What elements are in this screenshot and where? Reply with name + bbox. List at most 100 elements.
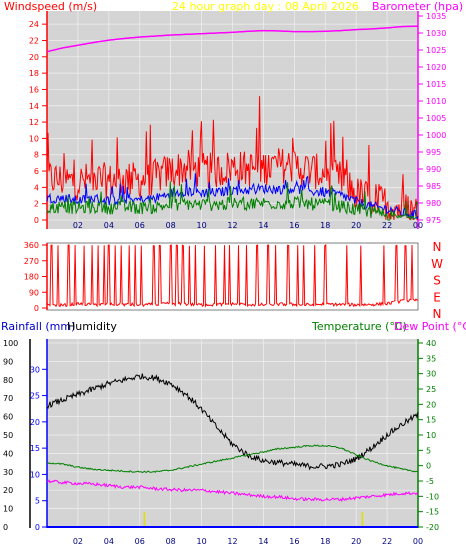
barometer-axis-label: Barometer (hpa) — [372, 0, 463, 13]
p1-time-tick-label: 22 — [382, 221, 392, 230]
windspeed-tick-label: 22 — [29, 36, 39, 45]
direction-tick-label: 90 — [29, 288, 39, 297]
p3-time-tick-label: 08 — [166, 537, 176, 546]
compass-label: N — [433, 240, 442, 254]
windspeed-axis-label: Windspeed (m/s) — [4, 0, 97, 13]
direction-tick-label: 360 — [24, 241, 39, 250]
temperature-tick-label: -20 — [426, 523, 439, 532]
p1-time-tick-label: 06 — [135, 221, 145, 230]
p3-time-tick-label: 22 — [382, 537, 392, 546]
p3-time-tick-label: 00 — [413, 537, 423, 546]
p1-time-tick-label: 16 — [289, 221, 299, 230]
windspeed-tick-label: 14 — [29, 102, 39, 111]
rainfall-tick-label: 20 — [30, 418, 40, 427]
humidity-tick-label: 60 — [3, 413, 13, 422]
temperature-tick-label: 40 — [426, 339, 436, 348]
p3-time-tick-label: 02 — [73, 537, 83, 546]
humidity-tick-label: 50 — [3, 431, 13, 440]
temperature-line — [46, 444, 419, 474]
barometer-tick-label: 1015 — [426, 80, 446, 89]
barometer-tick-label: 1035 — [426, 12, 446, 21]
windspeed-tick-label: 6 — [34, 167, 39, 176]
dewpoint-axis-label: Dew Point (°C) — [394, 320, 466, 333]
barometer-tick-label: 975 — [426, 216, 441, 225]
p3-time-tick-label: 10 — [196, 537, 206, 546]
windspeed-tick-label: 10 — [29, 134, 39, 143]
humidity-tick-label: 100 — [3, 339, 18, 348]
humidity-tick-label: 40 — [3, 449, 13, 458]
temperature-tick-label: 20 — [426, 400, 436, 409]
rainfall-tick-label: 10 — [30, 470, 40, 479]
p1-time-tick-label: 10 — [196, 221, 206, 230]
barometer-tick-label: 990 — [426, 165, 441, 174]
humidity-tick-label: 30 — [3, 468, 13, 477]
wind-direction-line — [46, 244, 419, 308]
dewpoint-line — [46, 479, 419, 503]
p1-time-tick-label: 02 — [73, 221, 83, 230]
p1-time-tick-label: 04 — [104, 221, 114, 230]
rainfall-tick-label: 5 — [35, 497, 40, 506]
direction-tick-label: 270 — [24, 257, 39, 266]
temperature-tick-label: 15 — [426, 416, 436, 425]
humidity-tick-label: 80 — [3, 376, 13, 385]
compass-label: W — [431, 257, 443, 271]
humidity-line — [46, 373, 419, 471]
p3-time-tick-label: 04 — [104, 537, 114, 546]
windspeed-tick-label: 16 — [29, 85, 39, 94]
barometer-line — [46, 25, 418, 53]
temperature-tick-label: 10 — [426, 431, 436, 440]
humidity-tick-label: 0 — [3, 523, 8, 532]
p3-time-tick-label: 12 — [227, 537, 237, 546]
barometer-tick-label: 985 — [426, 182, 441, 191]
temperature-axis-label: Temperature (°C) — [311, 320, 407, 333]
windspeed-tick-label: 12 — [29, 118, 39, 127]
humidity-tick-label: 20 — [3, 486, 13, 495]
temperature-tick-label: 30 — [426, 370, 436, 379]
barometer-tick-label: 1020 — [426, 63, 446, 72]
temperature-tick-label: 35 — [426, 354, 436, 363]
windspeed-tick-label: 2 — [34, 200, 39, 209]
direction-tick-label: 0 — [34, 304, 39, 313]
p3-time-tick-label: 06 — [135, 537, 145, 546]
barometer-tick-label: 1025 — [426, 46, 446, 55]
windspeed-tick-label: 8 — [34, 151, 39, 160]
barometer-tick-label: 1030 — [426, 29, 446, 38]
p1-time-tick-label: 18 — [320, 221, 330, 230]
temperature-tick-label: 5 — [426, 446, 431, 455]
compass-label: S — [433, 274, 441, 288]
p1-time-tick-label: 14 — [258, 221, 268, 230]
rainfall-tick-label: 25 — [30, 392, 40, 401]
p3-time-tick-label: 20 — [351, 537, 361, 546]
temperature-tick-label: 25 — [426, 385, 436, 394]
p1-time-tick-label: 08 — [166, 221, 176, 230]
p3-time-tick-label: 14 — [258, 537, 268, 546]
windspeed-tick-label: 24 — [29, 20, 39, 29]
p1-time-tick-label: 20 — [351, 221, 361, 230]
temperature-tick-label: -15 — [426, 508, 439, 517]
windspeed-avg-line — [46, 173, 419, 220]
rainfall-tick-label: 0 — [35, 523, 40, 532]
barometer-tick-label: 980 — [426, 199, 441, 208]
panel2-background — [46, 242, 419, 311]
windspeed-tick-label: 4 — [34, 183, 39, 192]
humidity-axis-label: Humidity — [67, 320, 117, 333]
p3-time-tick-label: 18 — [320, 537, 330, 546]
windspeed-gust-line — [46, 96, 419, 221]
windspeed-min-line — [46, 181, 419, 221]
p1-time-tick-label: 00 — [413, 221, 423, 230]
barometer-tick-label: 1000 — [426, 131, 446, 140]
barometer-tick-label: 1010 — [426, 97, 446, 106]
windspeed-tick-label: 20 — [29, 53, 39, 62]
direction-tick-label: 180 — [24, 273, 39, 282]
p1-time-tick-label: 12 — [227, 221, 237, 230]
compass-label: N — [433, 307, 442, 321]
p3-time-tick-label: 16 — [289, 537, 299, 546]
barometer-tick-label: 1005 — [426, 114, 446, 123]
graph-title: 24 hour graph day : 08 April 2026 — [172, 0, 359, 13]
temperature-tick-label: 0 — [426, 462, 431, 471]
windspeed-tick-label: 0 — [34, 216, 39, 225]
humidity-tick-label: 90 — [3, 357, 13, 366]
temperature-tick-label: -10 — [426, 492, 439, 501]
